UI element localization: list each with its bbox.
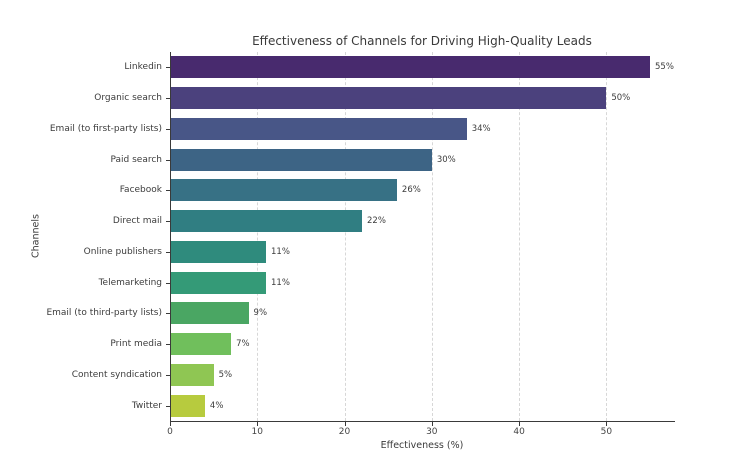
bar: [170, 394, 205, 417]
category-label: Email (to third-party lists): [46, 308, 162, 319]
category-label: Direct mail: [112, 216, 162, 227]
gridline: [257, 52, 259, 421]
y-axis-line: [170, 52, 171, 422]
bar: [170, 271, 266, 294]
category-label: Linkedin: [124, 62, 162, 73]
x-tick: [519, 422, 521, 426]
category-label: Organic search: [94, 93, 162, 104]
y-tick: [166, 344, 170, 346]
bar-value-label: 34%: [471, 123, 491, 134]
bar: [170, 117, 467, 140]
x-tick: [257, 422, 259, 426]
bar: [170, 363, 214, 386]
y-tick: [166, 282, 170, 284]
x-tick-label: 40: [513, 427, 525, 437]
x-tick-label: 50: [600, 427, 613, 437]
bar-value-label: 26%: [401, 185, 421, 196]
y-tick: [166, 221, 170, 223]
x-tick: [344, 422, 346, 426]
x-axis-title: Effectiveness (%): [380, 440, 464, 451]
plot-area: 55% 50% 34% 30% 26% 22% 11% 11% 9% 7% 5% 4%: [170, 52, 674, 421]
y-tick: [166, 374, 170, 376]
bar: [170, 148, 432, 171]
x-tick-label: 0: [167, 427, 173, 437]
category-label: Print media: [110, 339, 162, 350]
y-tick: [166, 405, 170, 407]
x-tick-label: 30: [426, 427, 438, 437]
bar: [170, 333, 232, 356]
x-tick-label: 20: [338, 427, 351, 437]
bar-value-label: 11%: [271, 246, 290, 257]
y-tick: [166, 159, 170, 161]
bar: [170, 56, 650, 79]
bar: [170, 210, 362, 233]
x-tick-label: 10: [251, 427, 263, 437]
category-label: Content syndication: [71, 369, 162, 380]
chart-title: Effectiveness of Channels for Driving Hi…: [252, 34, 592, 48]
gridline: [344, 52, 346, 421]
y-tick: [166, 251, 170, 253]
bar-value-label: 9%: [253, 308, 268, 319]
gridline: [519, 52, 521, 421]
category-label: Twitter: [131, 400, 162, 411]
bar-value-label: 7%: [236, 339, 250, 350]
category-label: Online publishers: [83, 246, 162, 257]
category-label: Telemarketing: [98, 277, 162, 288]
category-label: Email (to first-party lists): [49, 123, 162, 134]
category-label: Facebook: [119, 185, 162, 196]
bar: [170, 87, 607, 110]
y-tick: [166, 190, 170, 192]
bar-value-label: 30%: [436, 154, 456, 165]
bar-value-label: 55%: [655, 62, 674, 73]
x-tick: [431, 422, 433, 426]
bar-value-label: 50%: [611, 93, 631, 104]
bar: [170, 240, 266, 263]
bar-value-label: 5%: [218, 369, 233, 380]
y-tick: [166, 98, 170, 100]
x-tick: [170, 422, 171, 426]
category-label: Paid search: [110, 154, 162, 165]
x-axis-line: [170, 421, 675, 422]
y-tick: [166, 128, 170, 130]
gridline: [431, 52, 433, 421]
bar-value-label: 22%: [367, 216, 386, 227]
x-tick: [606, 422, 608, 426]
y-tick: [166, 67, 170, 69]
y-tick: [166, 313, 170, 315]
bar-value-label: 4%: [209, 400, 224, 411]
bar: [170, 302, 249, 325]
bar-value-label: 11%: [271, 277, 290, 288]
gridline: [606, 52, 608, 421]
bar: [170, 179, 397, 202]
